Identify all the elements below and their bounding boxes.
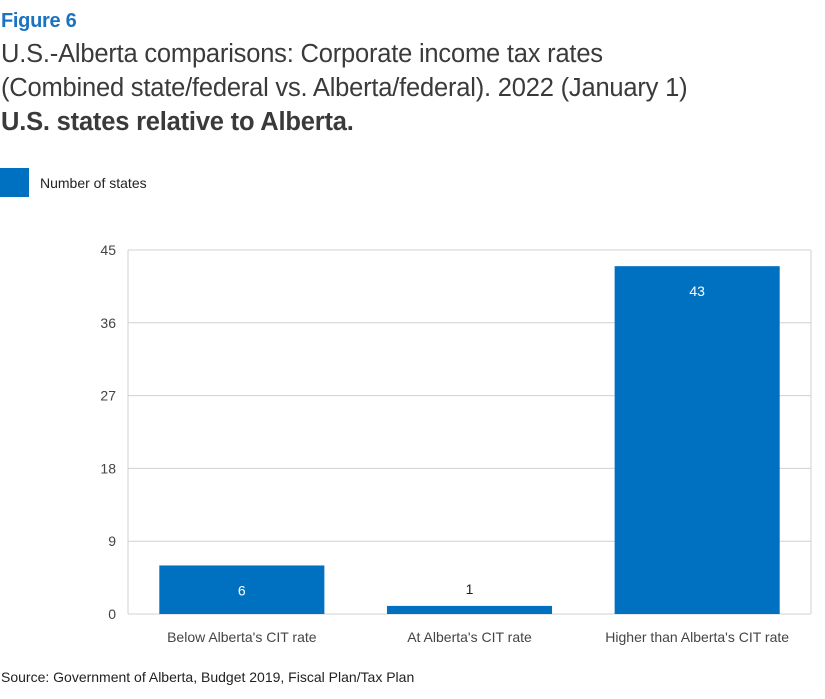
x-category-label: At Alberta's CIT rate [407,629,532,645]
y-tick-label: 45 [100,242,116,258]
title-line-1: U.S.-Alberta comparisons: Corporate inco… [1,40,603,68]
figure-label: Figure 6 [1,10,77,32]
data-label: 6 [238,582,246,598]
bar [386,605,553,614]
data-label: 1 [466,581,474,597]
data-label: 43 [689,283,705,299]
legend-label: Number of states [40,174,147,191]
x-category-label: Below Alberta's CIT rate [167,629,317,645]
legend-swatch [0,168,29,197]
y-tick-label: 36 [100,315,116,331]
title-line-3: U.S. states relative to Alberta. [1,108,354,136]
bar-chart: 0 9 18 27 36 45 6 Below Alberta's CIT rate 1 At A… [100,242,812,645]
y-tick-label: 27 [100,388,116,404]
y-tick-label: 0 [108,606,116,622]
y-tick-label: 9 [108,533,116,549]
y-tick-label: 18 [100,460,116,476]
x-category-label: Higher than Alberta's CIT rate [605,629,789,645]
title-line-2: (Combined state/federal vs. Alberta/fede… [1,74,688,102]
legend: Number of states [0,168,147,197]
bar [614,266,780,614]
chart-title: U.S.-Alberta comparisons: Corporate inco… [1,37,823,139]
bar [159,565,325,614]
source-note: Source: Government of Alberta, Budget 20… [1,669,415,685]
